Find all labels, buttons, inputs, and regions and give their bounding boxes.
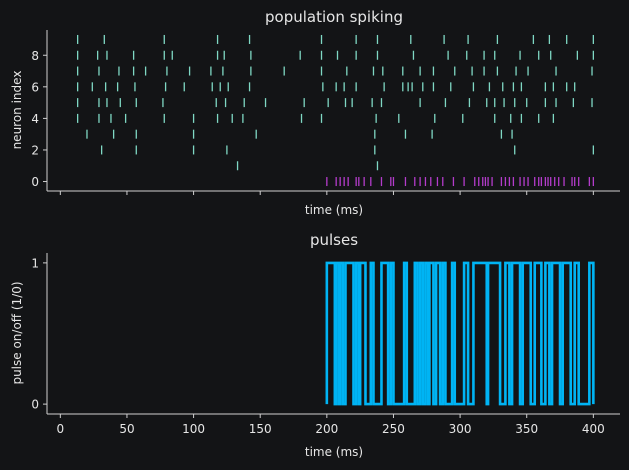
- y-tick-label: 0: [31, 398, 39, 412]
- pulse-panel: pulses 01 0 50 100 150 200 250 300 350 400 time …: [10, 231, 620, 459]
- pulse-y-label: pulse on/off (1/0): [10, 281, 24, 384]
- y-tick-label: 4: [31, 112, 39, 126]
- pulse-marks: [325, 261, 595, 406]
- raster-y-label: neuron index: [10, 71, 24, 150]
- pulse-x-ticks: 0 50 100 150 200 250 300 350 400: [57, 414, 605, 436]
- y-tick-label: 8: [31, 49, 39, 63]
- y-tick-label: 0: [31, 175, 39, 189]
- pulse-x-label: time (ms): [305, 445, 363, 459]
- pulse-title: pulses: [310, 231, 358, 249]
- pulse-axes: [46, 253, 620, 415]
- pulse-line: [325, 261, 595, 406]
- raster-x-label: time (ms): [305, 203, 363, 217]
- raster-marks: [76, 34, 594, 187]
- x-tick-label: 300: [449, 422, 472, 436]
- x-tick-label: 200: [315, 422, 338, 436]
- y-tick-label: 2: [31, 143, 39, 157]
- y-tick-label: 6: [31, 80, 39, 94]
- x-tick-label: 400: [582, 422, 605, 436]
- raster-title: population spiking: [265, 8, 403, 26]
- raster-axes: [46, 30, 620, 192]
- x-tick-label: 100: [182, 422, 205, 436]
- raster-y-ticks: 0 2 4 6 8: [31, 49, 47, 189]
- y-tick-label: 1: [31, 256, 39, 270]
- raster-x-ticks: [59, 191, 594, 195]
- x-tick-label: 0: [57, 422, 65, 436]
- x-tick-label: 350: [515, 422, 538, 436]
- x-tick-label: 50: [119, 422, 134, 436]
- x-tick-label: 150: [249, 422, 272, 436]
- pulse-y-ticks: 01: [31, 256, 47, 412]
- raster-panel: population spiking 0 2 4 6 8 time (ms) neuro…: [10, 8, 620, 217]
- x-tick-label: 250: [382, 422, 405, 436]
